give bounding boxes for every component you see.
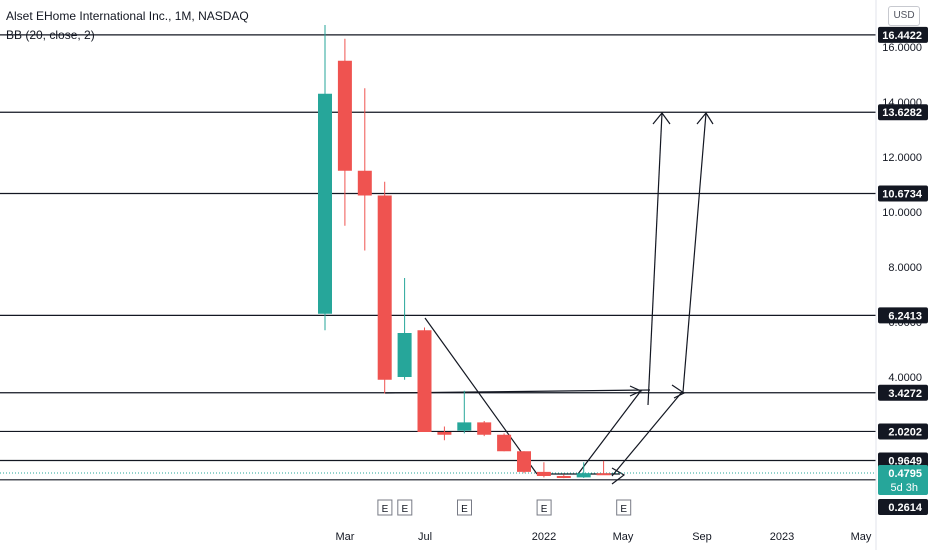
trend-line-4 [611, 391, 683, 477]
y-tick-label-3: 10.0000 [882, 207, 922, 219]
horizontal-level-lines [0, 34, 876, 481]
level-label-2: 10.6734 [882, 188, 923, 200]
countdown-label: 5d 3h [890, 482, 918, 494]
earnings-marker-0 [377, 499, 393, 516]
candle-body-8 [477, 422, 492, 435]
level-label-6: 0.9649 [888, 455, 922, 467]
earnings-marker-4 [616, 499, 632, 516]
arrow-head-1 [696, 111, 714, 125]
level-label-4: 3.4272 [888, 388, 922, 400]
current-price: 0.4795 5d 3h [878, 465, 928, 495]
arrow-head-4 [611, 467, 626, 485]
y-tick-label-6: 4.0000 [888, 372, 922, 384]
trend-line-0 [424, 317, 538, 475]
candle-body-5 [417, 330, 432, 432]
arrow-head-3 [671, 384, 686, 399]
x-tick-label-4: Sep [692, 531, 712, 543]
candle-body-3 [377, 195, 392, 380]
candle-body-4 [397, 333, 412, 377]
trend-line-3 [577, 391, 641, 475]
x-tick-label-1: Jul [418, 531, 432, 543]
y-tick-label-4: 8.0000 [888, 262, 922, 274]
candle-body-9 [497, 434, 512, 452]
trend-line-6 [682, 112, 707, 393]
earnings-marker-label-4: E [620, 504, 627, 515]
candle-body-13 [576, 473, 591, 478]
current-price-badge [878, 465, 928, 495]
arrow-head-0 [652, 112, 671, 125]
level-label-bg-7 [878, 499, 928, 515]
level-label-3: 6.2413 [888, 310, 922, 322]
candle-body-2 [357, 170, 372, 196]
level-label-bg-6 [878, 452, 928, 469]
candle-body-7 [457, 422, 472, 431]
candles [318, 25, 611, 479]
level-label-5: 2.0202 [888, 426, 922, 438]
level-label-bg-3 [878, 307, 928, 324]
y-tick-label-2: 12.0000 [882, 152, 922, 164]
candle-body-10 [517, 451, 531, 472]
earnings-marker-1 [397, 499, 413, 516]
candle-body-11 [536, 471, 551, 476]
level-label-bg-1 [878, 104, 928, 121]
candle-body-14 [596, 473, 611, 476]
level-label-7: 0.2614 [888, 502, 923, 514]
y-tick-label-0: 16.0000 [882, 42, 922, 54]
currency-button[interactable]: USD [888, 6, 920, 26]
level-label-1: 13.6282 [882, 107, 922, 119]
level-label-bg-5 [878, 423, 928, 440]
level-label-0: 16.4422 [882, 30, 922, 42]
level-label-bg-0 [878, 26, 928, 43]
candle-body-0 [318, 93, 332, 314]
x-tick-label-0: Mar [336, 531, 355, 543]
earnings-marker-label-2: E [461, 504, 468, 515]
level-labels: 16.4422 13.6282 10.6734 6.2413 3.4272 2.0202 0… [878, 26, 928, 515]
x-tick-label-5: 2023 [770, 531, 794, 543]
time-axis-labels: Mar Jul 2022 May Sep 2023 May [336, 531, 872, 543]
earnings-marker-label-3: E [541, 504, 548, 515]
candle-body-12 [556, 476, 571, 478]
candle-body-6 [437, 432, 452, 435]
earnings-marker-3 [536, 499, 552, 516]
current-price-label: 0.4795 [888, 468, 922, 480]
indicator-legend[interactable]: BB (20, close, 2) [6, 28, 95, 42]
candle-body-1 [337, 60, 352, 171]
earnings-marker-2 [457, 499, 472, 516]
earnings-marker-label-0: E [382, 504, 389, 515]
x-tick-label-3: May [613, 531, 634, 543]
level-label-bg-4 [878, 384, 928, 401]
level-label-bg-2 [878, 185, 928, 202]
x-tick-label-2: 2022 [532, 531, 556, 543]
trend-line-5 [647, 112, 663, 406]
arrow-head-2 [629, 385, 643, 397]
trend-drawings [0, 111, 876, 485]
x-tick-label-6: May [851, 531, 872, 543]
chart-title: Alset EHome International Inc., 1M, NASD… [6, 9, 249, 23]
earnings-marker-label-1: E [401, 504, 408, 515]
